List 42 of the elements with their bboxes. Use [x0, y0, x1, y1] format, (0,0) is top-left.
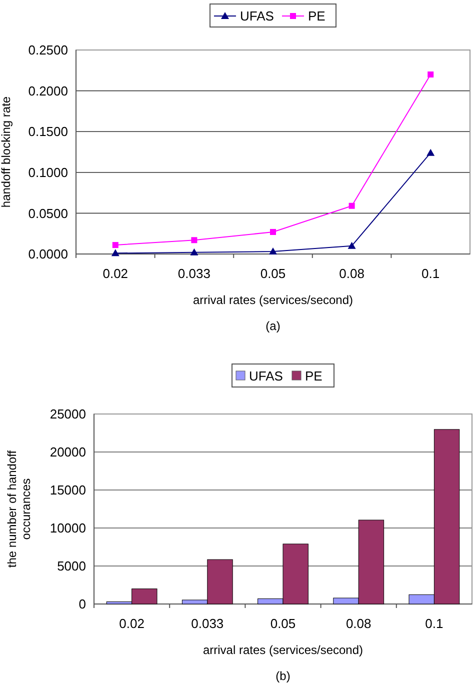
x-tick-label: 0.1 — [425, 616, 444, 631]
x-tick-label: 0.02 — [119, 616, 144, 631]
legend-label: UFAS — [240, 8, 274, 24]
x-tick-label: 0.1 — [422, 266, 440, 281]
text: (b) — [276, 669, 290, 683]
y-tick-label: 0.2000 — [28, 83, 68, 98]
y-tick-label: 0.1000 — [28, 164, 68, 180]
point — [191, 237, 198, 244]
legend-label: PE — [308, 8, 326, 24]
point — [428, 71, 434, 78]
point — [426, 148, 435, 156]
legend-label: PE — [305, 368, 323, 384]
x-tick-label: 0.02 — [102, 266, 128, 281]
x-tick-label: 0.08 — [339, 266, 364, 281]
point — [348, 202, 355, 209]
y-tick-label: 0.0500 — [28, 206, 68, 221]
y-tick-label: 15000 — [50, 482, 86, 498]
y-axis-title: handoff blocking rate — [0, 96, 13, 208]
point — [111, 249, 120, 256]
point — [348, 242, 356, 249]
y-tick-label: 20000 — [50, 444, 86, 460]
point — [269, 248, 277, 255]
y-tick-label: 0.2500 — [28, 42, 68, 58]
point — [112, 242, 118, 248]
y-tick-label: 5000 — [57, 558, 86, 574]
text: (a) — [266, 319, 280, 333]
x-tick-label: 0.08 — [346, 616, 372, 631]
y-axis-title: the number of handoff occurances — [5, 450, 33, 568]
x-tick-label: 0.033 — [191, 616, 224, 631]
point — [270, 228, 276, 235]
x-axis-title: arrival rates (services/second) — [192, 293, 354, 307]
y-tick-label: 25000 — [50, 406, 86, 422]
y-tick-label: 10000 — [50, 520, 86, 536]
y-tick-label: 0.0000 — [28, 246, 68, 262]
y-tick-label: 0.1500 — [28, 124, 68, 140]
x-axis-title: arrival rates (services/second) — [202, 643, 364, 657]
x-tick-label: 0.033 — [178, 266, 210, 281]
legend-label: UFAS — [249, 368, 284, 384]
x-tick-label: 0.05 — [260, 266, 286, 281]
y-tick-label: 0 — [78, 596, 86, 612]
point — [190, 248, 198, 256]
x-tick-label: 0.05 — [270, 616, 296, 631]
